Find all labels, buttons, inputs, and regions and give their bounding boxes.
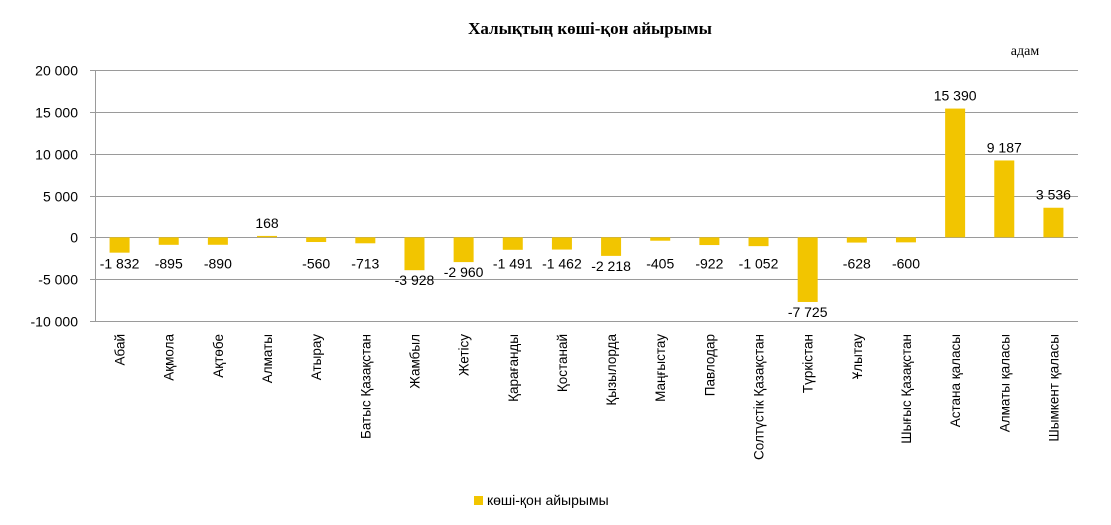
data-label: -922: [695, 255, 723, 271]
x-category-label: Шымкент қаласы: [1046, 334, 1061, 442]
data-label: -1 052: [739, 255, 779, 271]
bar: [257, 235, 278, 238]
bars: [109, 108, 1064, 302]
data-label: -2 960: [444, 264, 484, 280]
x-category-label: Ақмола: [162, 334, 177, 381]
data-label: -405: [646, 255, 674, 271]
data-label: -1 832: [100, 255, 140, 271]
data-label: -1 462: [542, 255, 582, 271]
x-category-label: Қызылорда: [604, 334, 619, 406]
data-label: -628: [843, 255, 871, 271]
gridlines: [95, 70, 1078, 322]
x-category-label: Солтүстік Қазақстан: [752, 334, 767, 460]
bar: [895, 237, 916, 243]
data-labels: -1 832 -895 -890 168 -560 -713 -3 928 -2 960 -1 …: [100, 88, 1071, 320]
data-label: -713: [351, 255, 379, 271]
y-tick-label: -10 000: [31, 314, 79, 330]
x-category-label: Түркістан: [801, 334, 816, 393]
bar: [1043, 207, 1064, 238]
x-category-label: Алматы қаласы: [997, 334, 1012, 432]
bar: [502, 237, 523, 250]
data-label: -7 725: [788, 304, 828, 320]
data-label: -890: [204, 255, 232, 271]
data-label: 15 390: [934, 88, 977, 104]
bar: [158, 237, 179, 245]
y-tick-label: -5 000: [38, 272, 78, 288]
data-label: -1 491: [493, 255, 533, 271]
legend: көші-қон айырымы: [474, 492, 609, 508]
data-label: -2 218: [591, 258, 631, 274]
data-label: 168: [255, 215, 279, 231]
bar: [748, 237, 769, 247]
legend-label: көші-қон айырымы: [487, 492, 609, 508]
unit-label: адам: [1011, 44, 1040, 59]
bar: [699, 237, 720, 246]
y-axis-ticks: -10 000 -5 000 0 5 000 10 000 15 000 20 000: [31, 63, 95, 330]
bar: [453, 237, 474, 263]
bar: [797, 237, 818, 302]
bar: [601, 237, 622, 256]
x-category-label: Атырау: [309, 334, 324, 380]
bar: [945, 108, 966, 238]
x-category-label: Батыс Қазақстан: [358, 334, 373, 439]
y-tick-label: 10 000: [35, 147, 78, 163]
bar: [650, 237, 671, 241]
x-category-label: Шығыс Қазақстан: [899, 334, 914, 444]
x-category-label: Маңғыстау: [653, 334, 668, 402]
data-label: 3 536: [1036, 187, 1071, 203]
data-label: -560: [302, 255, 330, 271]
data-label: -600: [892, 255, 920, 271]
x-category-label: Ұлытау: [850, 334, 865, 379]
data-label: -3 928: [395, 272, 435, 288]
x-category-label: Павлодар: [702, 334, 717, 396]
x-category-label: Астана қаласы: [948, 334, 963, 427]
bar: [404, 237, 425, 271]
x-category-label: Жетісу: [457, 334, 472, 376]
x-category-label: Қарағанды: [506, 334, 521, 402]
bar: [994, 160, 1015, 238]
y-tick-label: 5 000: [43, 189, 78, 205]
legend-swatch: [474, 496, 483, 505]
bar: [306, 237, 327, 243]
x-axis-categories: Абай Ақмола Ақтөбе Алматы Атырау Батыс Қазақс…: [113, 334, 1062, 460]
bar: [355, 237, 376, 244]
x-category-label: Жамбыл: [407, 334, 422, 389]
x-category-label: Қостанай: [555, 334, 570, 392]
y-tick-label: 15 000: [35, 105, 78, 121]
bar: [207, 237, 228, 245]
data-label: 9 187: [987, 139, 1022, 155]
y-tick-label: 20 000: [35, 63, 78, 79]
x-category-label: Ақтөбе: [211, 334, 226, 378]
bar: [109, 237, 130, 253]
data-label: -895: [155, 255, 183, 271]
x-category-label: Абай: [113, 334, 128, 365]
bar: [846, 237, 867, 243]
x-category-label: Алматы: [260, 334, 275, 383]
chart-title: Халықтың көші-қон айырымы: [468, 19, 712, 38]
bar: [551, 237, 572, 250]
y-tick-label: 0: [70, 230, 78, 246]
